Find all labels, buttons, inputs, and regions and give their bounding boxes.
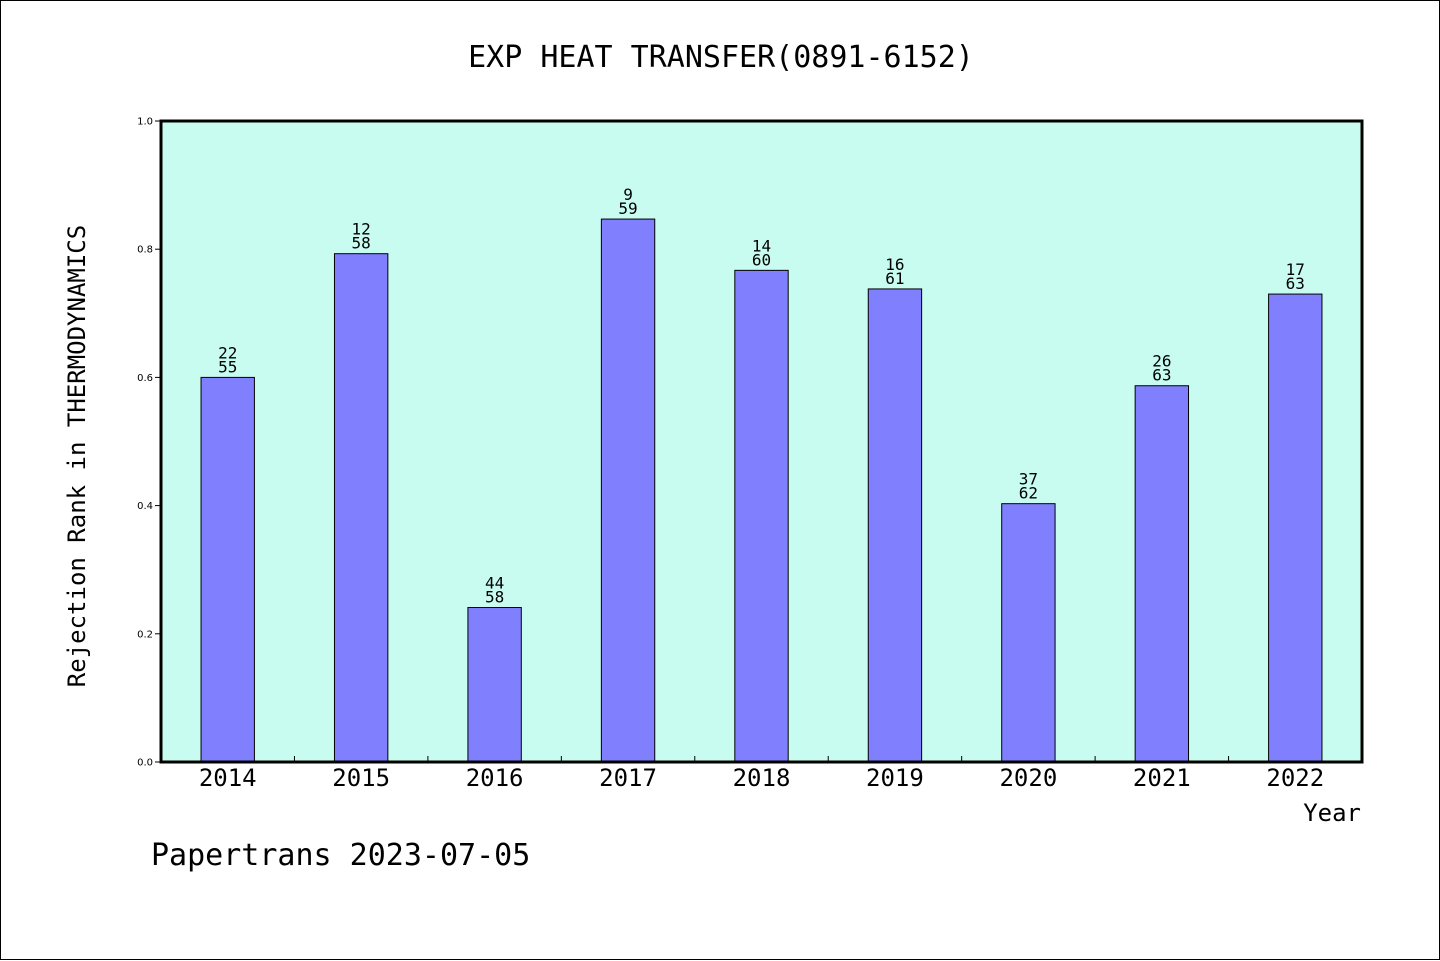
bar-label-bottom: 59 [618, 199, 637, 218]
x-tick-label: 2020 [999, 764, 1057, 792]
y-tick-label: 1.0 [137, 117, 153, 128]
footer-text: Papertrans 2023-07-05 [151, 838, 530, 873]
y-tick-label: 0.8 [137, 245, 153, 256]
y-tick-label: 0.6 [137, 373, 153, 384]
x-axis: 2014 2015 2016 2017 2018 2019 2020 2021 2022 [199, 756, 1324, 792]
bar [1134, 385, 1190, 763]
bar-label-top: 22 [218, 343, 237, 362]
bar-label-bottom: 62 [1019, 484, 1038, 503]
bar-label-top: 17 [1286, 260, 1305, 279]
x-tick-label: 2016 [466, 764, 524, 792]
bar [467, 607, 522, 763]
plot-border [159, 119, 1364, 764]
chart-title: EXP HEAT TRANSFER(0891-6152) [468, 40, 974, 75]
x-axis-label: Year [1303, 799, 1361, 827]
x-tick-label: 2014 [199, 764, 257, 792]
x-tick-label: 2018 [733, 764, 791, 792]
bar-label-top: 12 [352, 220, 371, 239]
bar-label-bottom: 63 [1152, 366, 1171, 385]
bar-label-top: 16 [885, 255, 904, 274]
y-tick-label: 0.0 [137, 758, 153, 769]
x-tick-label: 2019 [866, 764, 924, 792]
y-axis: 0.0 0.2 0.4 0.6 0.8 1.0 [137, 117, 161, 769]
bar-label-bottom: 58 [485, 588, 504, 607]
y-tick-label: 0.2 [137, 629, 153, 640]
y-tick-label: 0.4 [137, 501, 153, 512]
bar [200, 376, 255, 763]
bar-label-top: 44 [485, 574, 504, 593]
bar [600, 218, 656, 763]
bar-label-top: 26 [1152, 352, 1171, 371]
bar-label-bottom: 55 [218, 357, 237, 376]
bar-label-bottom: 60 [752, 250, 771, 269]
bar-label-bottom: 63 [1286, 274, 1305, 293]
bar-label-top: 9 [623, 185, 633, 204]
bar-label-top: 14 [752, 236, 771, 255]
bar [867, 288, 923, 763]
bar-label-bottom: 61 [885, 269, 904, 288]
y-axis-label: Rejection Rank in THERMODYNAMICS [63, 225, 91, 687]
x-tick-label: 2017 [599, 764, 657, 792]
x-tick-label: 2022 [1266, 764, 1324, 792]
bar [333, 253, 389, 763]
bar [734, 269, 789, 763]
x-tick-label: 2021 [1133, 764, 1191, 792]
bar-label-top: 37 [1019, 470, 1038, 489]
bar [1001, 503, 1056, 763]
x-tick-label: 2015 [332, 764, 390, 792]
bar-label-bottom: 58 [352, 234, 371, 253]
bar [1268, 293, 1323, 763]
